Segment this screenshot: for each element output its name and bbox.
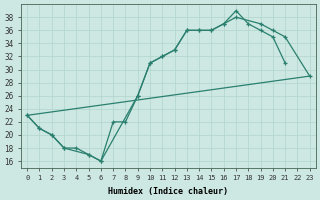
X-axis label: Humidex (Indice chaleur): Humidex (Indice chaleur) [108,187,228,196]
